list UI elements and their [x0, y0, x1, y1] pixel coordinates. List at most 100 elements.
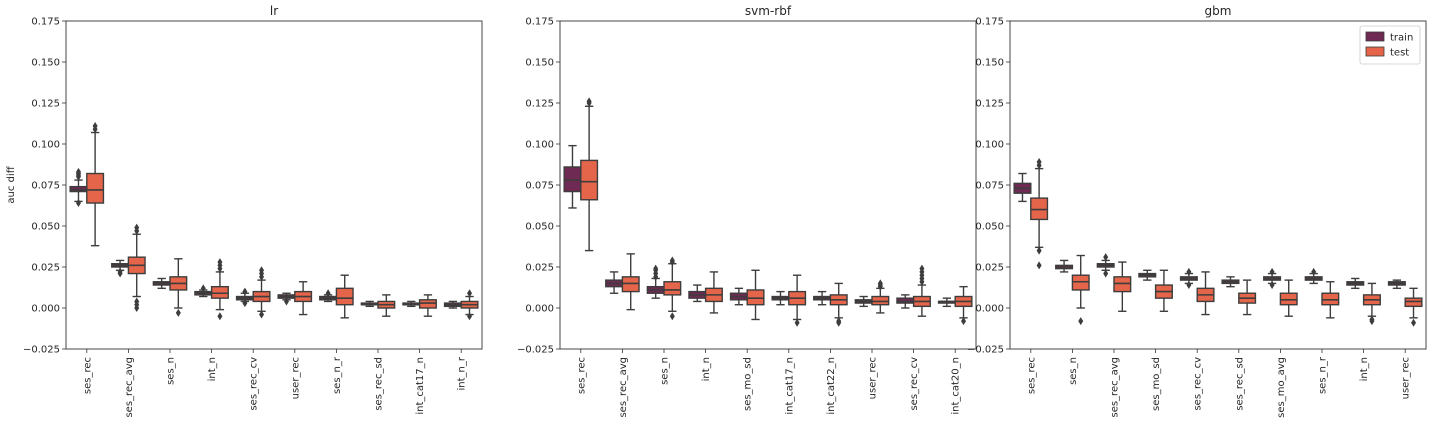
legend-swatch-train [1365, 31, 1385, 42]
box-test [1071, 254, 1090, 326]
box-train [1055, 259, 1074, 273]
x-tick-label: ses_rec_cv [909, 357, 920, 411]
box-test [871, 279, 890, 314]
x-tick-label: ses_rec_avg [1110, 357, 1121, 418]
box-test [335, 274, 354, 319]
box-train [605, 271, 624, 294]
box-body [746, 289, 765, 306]
box-test [621, 253, 640, 311]
box-train [1179, 267, 1198, 290]
y-axis-label: auc diff [6, 165, 17, 203]
box-body [1030, 197, 1049, 221]
y-tick-label: 0.075 [31, 181, 60, 192]
x-tick-label: int_cat17_n [784, 357, 795, 415]
box-train [194, 284, 213, 298]
box-test [1404, 287, 1423, 327]
flier [961, 317, 967, 326]
flier [1036, 158, 1042, 167]
y-tick-label: 0.150 [525, 58, 554, 69]
box-test [1362, 282, 1381, 326]
x-tick-label: ses_rec [1026, 357, 1037, 394]
box-test [954, 285, 973, 326]
box-train [1138, 269, 1157, 281]
flier [794, 318, 800, 327]
flier [1186, 267, 1192, 276]
x-tick-label: ses_rec_sd [1234, 357, 1245, 411]
y-tick-label: 0.125 [975, 99, 1004, 110]
box-test [1321, 281, 1340, 319]
box-train [1013, 172, 1032, 203]
legend-label-test: test [1390, 48, 1409, 59]
flier [1369, 315, 1375, 324]
flier [1411, 318, 1417, 327]
flier [1186, 281, 1192, 290]
y-tick-label: −0.025 [967, 345, 1004, 356]
box-test [746, 269, 765, 321]
box-train [563, 144, 582, 209]
legend: train test [1359, 25, 1421, 65]
x-tick-label: user_rec [1401, 357, 1412, 399]
box-body [871, 295, 890, 306]
y-tick-label: 0.000 [31, 304, 60, 315]
box-test [663, 256, 682, 321]
flier [1036, 261, 1042, 270]
panel-3: gbm −0.025 0.000 0.025 0.050 0.075 0.100 0.125 0… [967, 4, 1427, 418]
y-tick-label: 0.025 [525, 263, 554, 274]
flier [836, 317, 842, 326]
box-body [896, 297, 915, 304]
x-tick-label: ses_mo_sd [743, 357, 754, 411]
box-train [443, 300, 462, 309]
box-test [169, 258, 188, 317]
box-body [563, 166, 582, 193]
box-test [1113, 261, 1132, 312]
flier [467, 289, 473, 298]
box-body [1113, 276, 1132, 293]
flier [259, 266, 265, 275]
box-test [294, 281, 313, 316]
y-tick-label: 0.025 [31, 263, 60, 274]
flier [1103, 269, 1109, 278]
y-tick-label: 0.125 [31, 99, 60, 110]
box-test [86, 121, 105, 247]
y-tick-label: 0.175 [525, 17, 554, 28]
box-train [937, 297, 956, 308]
box-train [319, 289, 338, 303]
x-tick-label: ses_mo_sd [1151, 357, 1162, 411]
x-tick-label: int_n_r [457, 356, 468, 390]
box-train [1387, 279, 1406, 290]
flier [242, 299, 248, 308]
box-train [69, 167, 88, 208]
box-test [210, 258, 229, 321]
box-test [788, 274, 807, 327]
x-tick-label: int_cat22_n [826, 357, 837, 415]
x-tick-label: ses_rec_cv [249, 357, 260, 411]
box-train [1263, 267, 1282, 290]
box-test [912, 264, 931, 317]
y-tick-label: −0.025 [517, 345, 554, 356]
flier [217, 258, 223, 267]
box-test [377, 294, 396, 317]
y-tick-label: 0.050 [31, 222, 60, 233]
box-train [1304, 267, 1323, 285]
box-body [1071, 274, 1090, 291]
box-body [69, 185, 88, 193]
flier [75, 167, 81, 176]
flier [653, 264, 659, 273]
x-tick-label: int_cat17_n [415, 357, 426, 415]
x-tick-label: ses_n_r [1318, 356, 1329, 394]
plot-frame [559, 20, 977, 350]
panel-2: svm-rbf −0.025 0.000 0.025 0.050 0.075 0.100 0.… [517, 4, 977, 418]
y-tick-label: 0.100 [975, 140, 1004, 151]
flier [200, 284, 206, 293]
box-train [360, 300, 379, 308]
panel-title: lr [270, 4, 278, 18]
box-body [580, 159, 599, 201]
x-tick-label: user_rec [290, 357, 301, 399]
flier [259, 310, 265, 319]
panel-1: lr −0.025 0.000 0.025 0.050 0.075 0.100 0.125 0.… [6, 4, 483, 418]
box-test [252, 266, 271, 319]
y-tick-label: 0.075 [525, 181, 554, 192]
box-train [813, 290, 832, 306]
flier [1269, 267, 1275, 276]
box-test [1030, 158, 1049, 270]
